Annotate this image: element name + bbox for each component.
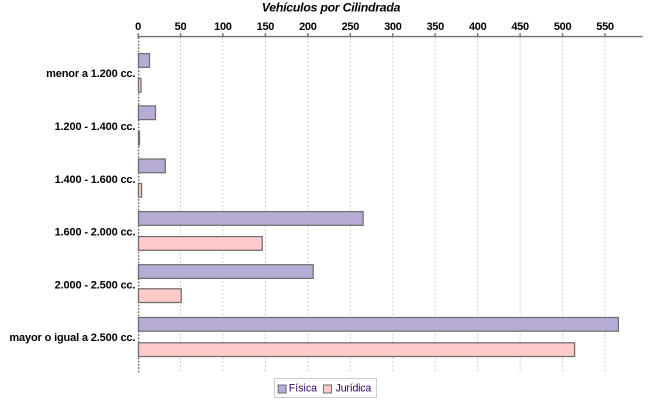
svg-text:Física: Física [289,383,317,395]
svg-text:100: 100 [214,21,232,33]
svg-text:1.200 - 1.400 cc.: 1.200 - 1.400 cc. [55,121,136,133]
svg-text:150: 150 [257,21,275,33]
svg-text:menor a 1.200 cc.: menor a 1.200 cc. [46,68,135,80]
svg-text:Vehículos por Cilindrada: Vehículos por Cilindrada [262,0,401,14]
svg-text:200: 200 [299,21,317,33]
svg-text:500: 500 [554,21,572,33]
svg-text:2.000 - 2.500 cc.: 2.000 - 2.500 cc. [55,279,136,291]
svg-text:mayor o igual a 2.500 cc.: mayor o igual a 2.500 cc. [9,332,135,344]
svg-text:350: 350 [426,21,444,33]
svg-text:400: 400 [469,21,487,33]
svg-text:300: 300 [384,21,402,33]
svg-text:50: 50 [175,21,187,33]
svg-text:0: 0 [135,21,141,33]
svg-text:450: 450 [511,21,529,33]
svg-text:Jurídica: Jurídica [336,383,372,395]
svg-text:250: 250 [342,21,360,33]
svg-text:1.400 - 1.600 cc.: 1.400 - 1.600 cc. [55,174,136,186]
svg-text:1.600 - 2.000 cc.: 1.600 - 2.000 cc. [55,227,136,239]
svg-text:550: 550 [596,21,614,33]
